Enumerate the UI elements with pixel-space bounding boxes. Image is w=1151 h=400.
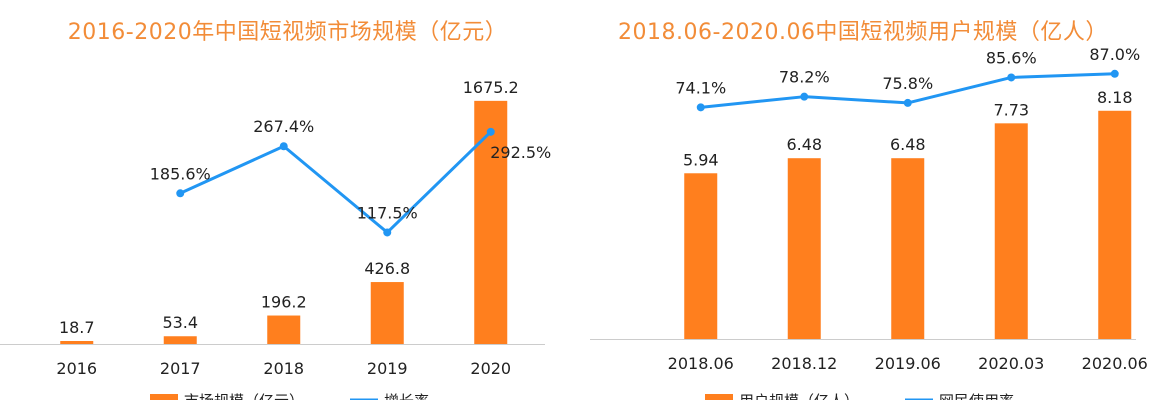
bar [994, 123, 1028, 339]
legend-bar-label: 市场规模（亿元） [184, 392, 304, 400]
bar [163, 336, 197, 344]
rate-point [486, 127, 495, 136]
chart-title: 2016-2020年中国短视频市场规模（亿元） [67, 20, 508, 45]
x-tick-label: 2016 [56, 359, 97, 378]
bar-value-label: 6.48 [786, 135, 822, 154]
x-tick-label: 2020 [470, 359, 511, 378]
bar-value-label: 53.4 [162, 313, 198, 332]
x-tick-label: 2020.06 [1082, 354, 1148, 373]
market-size-chart-svg: 18.7 53.4 196.2 426.8 1675.2 2016 2017 2018 2019… [0, 78, 551, 400]
x-tick-label: 2019 [367, 359, 408, 378]
rate-point [800, 92, 809, 101]
rate-value-label: 78.2% [779, 68, 830, 87]
rate-value-label: 85.6% [986, 48, 1037, 67]
rate-point [696, 103, 705, 112]
rate-value-label: 74.1% [675, 78, 726, 97]
bar-value-label: 5.94 [683, 150, 719, 169]
chart-title: 2018.06-2020.06中国短视频用户规模（亿人） [618, 20, 1108, 45]
legend-bar-swatch [705, 394, 733, 400]
rate-point [1110, 69, 1119, 78]
x-tick-label: 2018.12 [771, 354, 837, 373]
legend-bar-swatch [150, 394, 178, 400]
bar-value-label: 426.8 [364, 259, 410, 278]
bar [684, 173, 718, 339]
market-size-chart: 2016-2020年中国短视频市场规模（亿元） 18.7 53.4 196.2 426… [0, 0, 575, 400]
bar [60, 341, 94, 344]
bar [370, 282, 404, 344]
rate-value-label: 267.4% [253, 117, 314, 136]
legend-line-label: 增长率 [384, 392, 429, 400]
bar-value-label: 1675.2 [463, 78, 519, 97]
rate-point [1007, 73, 1016, 82]
rate-value-label: 87.0% [1089, 45, 1140, 64]
bar [1098, 110, 1132, 339]
bar [787, 158, 821, 339]
rate-value-label: 185.6% [150, 164, 211, 183]
legend-bar-label: 用户规模（亿人） [739, 392, 859, 400]
rate-point [176, 189, 185, 198]
user-size-chart-svg: 5.94 6.48 6.48 7.73 8.18 2018.06 2018.12 2019.0… [590, 45, 1148, 400]
x-tick-label: 2019.06 [875, 354, 941, 373]
x-tick-label: 2017 [160, 359, 201, 378]
x-tick-label: 2018.06 [668, 354, 734, 373]
bar-value-label: 196.2 [261, 293, 307, 312]
bar-value-label: 7.73 [993, 100, 1029, 119]
user-size-chart: 2018.06-2020.06中国短视频用户规模（亿人） 5.94 6.48 6.4… [575, 0, 1151, 400]
bar-value-label: 8.18 [1097, 88, 1133, 107]
bar [267, 315, 301, 344]
bar-value-label: 18.7 [59, 318, 95, 337]
x-tick-label: 2020.03 [978, 354, 1044, 373]
rate-point [903, 98, 912, 107]
rate-line [179, 130, 492, 234]
bar [474, 100, 508, 344]
x-tick-label: 2018 [263, 359, 304, 378]
rate-value-label: 292.5% [490, 143, 551, 162]
rate-value-label: 117.5% [357, 203, 418, 222]
legend-line-label: 网民使用率 [939, 392, 1014, 400]
rate-point [383, 228, 392, 237]
bar-value-label: 6.48 [890, 135, 926, 154]
bar [891, 158, 925, 339]
rate-point [279, 142, 288, 151]
rate-value-label: 75.8% [882, 74, 933, 93]
